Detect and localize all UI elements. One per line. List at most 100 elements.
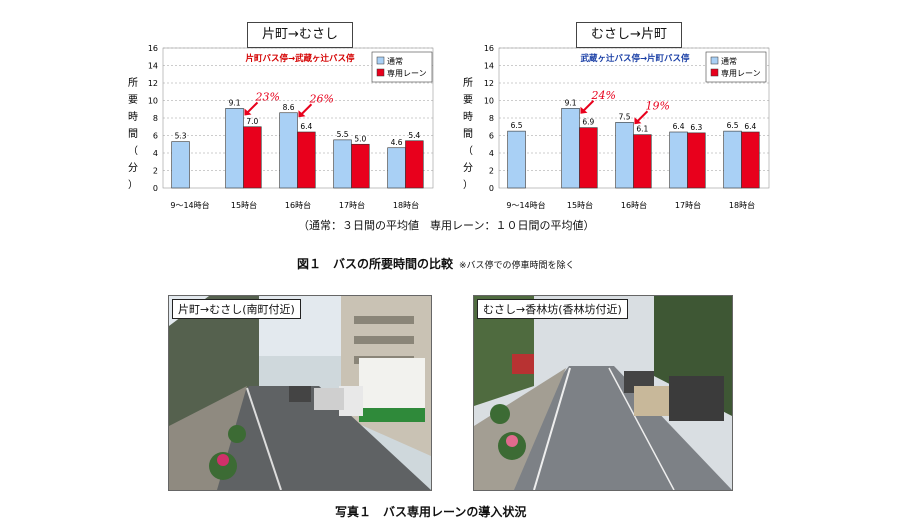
chart-2-ytick: 4 (489, 149, 494, 158)
chart-2-legend-swatch (710, 68, 719, 77)
chart-1-ytick: 6 (153, 132, 158, 141)
chart-2-bar (687, 132, 706, 189)
chart-2-data-label: 6.4 (673, 122, 685, 131)
chart-1-ylabel-char: 分 (128, 162, 138, 174)
photo-caption: 写真１ バス専用レーンの導入状況 (335, 505, 527, 519)
chart-1-ytick: 8 (153, 114, 158, 123)
chart-2-bar (633, 134, 652, 189)
chart-2-bar (669, 131, 688, 189)
chart-1-xtick: 15時台 (231, 200, 257, 210)
chart-2-data-label: 6.9 (582, 118, 594, 127)
chart-2-ytick: 14 (484, 62, 494, 71)
chart-2-annotation-arrow (582, 100, 595, 112)
chart-2-ytick: 6 (489, 132, 494, 141)
chart-2-bar (561, 108, 580, 189)
chart-2-bar (507, 130, 526, 189)
chart-2-annotation-arrowhead (580, 106, 588, 114)
chart-1-annotation-arrowhead (244, 108, 252, 116)
chart-1-data-label: 6.4 (300, 122, 312, 131)
chart-1-ylabel-char: ） (128, 179, 138, 191)
chart-2-xtick: 18時台 (729, 200, 755, 210)
chart-2-bar (741, 131, 760, 189)
chart-2-bar (579, 127, 598, 189)
chart-2-xtick: 17時台 (675, 200, 701, 210)
chart-2-data-label: 6.5 (727, 121, 739, 130)
chart-1-annotation-label: 26% (308, 92, 333, 105)
chart-2-annotation-arrow (636, 110, 649, 122)
charts-canvas: 0 2 4 6 8 10 12 14 16 所要時間 （ 分 ） 片町バス停→武蔵ヶ辻バス停 通常専用レーン… (128, 44, 770, 210)
chart-2-annotation-label: 19% (645, 99, 669, 112)
chart-1-ylabel-char: （ (128, 145, 138, 157)
chart-1-annotation-label: 23% (254, 91, 279, 104)
chart-1-ylabel-char: 間 (128, 128, 138, 140)
measurement-note: （通常：３日間の平均値 専用レーン：１０日間の平均値） (298, 219, 595, 232)
chart-2-ylabel-char: 時 (463, 111, 473, 123)
figure-caption: 図１ バスの所要時間の比較 ※バス停での停車時間を除く (297, 255, 575, 272)
chart-1-data-label: 5.4 (408, 131, 420, 140)
photo-korinbo: むさし→香林坊(香林坊付近) (473, 295, 733, 491)
chart-2-ytick: 16 (484, 44, 494, 53)
chart-1-bar (297, 131, 316, 189)
chart-1-xtick: 9～14時台 (170, 200, 209, 210)
chart-2-ylabel-char: ） (463, 179, 473, 191)
chart-1-data-label: 5.3 (175, 132, 187, 141)
chart-1-bar (171, 141, 190, 189)
photo-1-label: 片町→むさし(南町付近) (172, 299, 301, 319)
chart-2-data-label: 6.3 (690, 123, 702, 132)
chart-1-ylabel-char: 時 (128, 111, 138, 123)
street-photo-2 (474, 296, 732, 490)
chart-1-ytick: 14 (148, 62, 158, 71)
chart-1-ytick: 4 (153, 149, 158, 158)
chart-2-annotation-label: 24% (590, 89, 615, 102)
chart-1-bar (279, 112, 298, 189)
chart-1-ytick: 12 (148, 79, 158, 88)
chart-1-data-label: 8.6 (283, 103, 295, 112)
chart-1-data-label: 7.0 (246, 117, 258, 126)
chart-1-ytick: 10 (148, 97, 158, 106)
chart-1-xtick: 18時台 (393, 200, 419, 210)
chart-1-data-label: 5.5 (337, 130, 349, 139)
chart-1-box-title: 片町→むさし (247, 22, 353, 48)
chart-1-annotation-arrow (300, 103, 313, 115)
chart-2-ytick: 10 (484, 97, 494, 106)
chart-1-ytick: 2 (153, 167, 158, 176)
chart-1-ytick: 16 (148, 44, 158, 53)
chart-2-legend-swatch (710, 56, 719, 65)
chart-1-data-label: 4.6 (391, 138, 403, 147)
chart-2-data-label: 7.5 (619, 112, 631, 121)
chart-1-xtick: 17時台 (339, 200, 365, 210)
chart-2-xtick: 16時台 (621, 200, 647, 210)
chart-2-annotation-arrowhead (634, 117, 642, 125)
chart-2-ylabel-char: （ (463, 145, 473, 157)
chart-2-xtick: 9～14時台 (506, 200, 545, 210)
chart-2-data-label: 9.1 (565, 98, 577, 107)
chart-1-ytick: 0 (153, 184, 158, 193)
chart-2-ylabel-char: 要 (463, 94, 473, 106)
chart-1-data-label: 9.1 (229, 98, 241, 107)
chart-1-subtitle: 片町バス停→武蔵ヶ辻バス停 (245, 53, 355, 64)
chart-2-data-label: 6.1 (636, 125, 648, 134)
chart-1-data-label: 5.0 (354, 134, 366, 143)
chart-2-legend-label: 専用レーン (721, 68, 761, 78)
chart-1-bar (351, 143, 370, 189)
chart-2-ylabel-char: 所 (463, 77, 473, 89)
chart-1-bar (387, 147, 406, 189)
photo-katamachi: 片町→むさし(南町付近) (168, 295, 432, 491)
chart-2-box-title: むさし→片町 (576, 22, 682, 48)
chart-1-bar (225, 108, 244, 189)
chart-1-bar (333, 139, 352, 189)
chart-2-subtitle: 武蔵ヶ辻バス停→片町バス停 (580, 53, 690, 64)
chart-1-legend-swatch (376, 56, 385, 65)
chart-1-legend-label: 通常 (387, 56, 403, 66)
chart-2-ytick: 8 (489, 114, 494, 123)
chart-1-annotation-arrow (246, 101, 259, 114)
chart-1-legend-swatch (376, 68, 385, 77)
chart-2-ytick: 2 (489, 167, 494, 176)
figure-caption-note: ※バス停での停車時間を除く (459, 261, 575, 271)
chart-2-data-label: 6.4 (744, 122, 756, 131)
chart-2-bar (723, 130, 742, 189)
chart-1-annotation-arrowhead (298, 110, 306, 118)
figure-caption-text: 図１ バスの所要時間の比較 (297, 257, 454, 271)
chart-2-bar (615, 122, 634, 189)
